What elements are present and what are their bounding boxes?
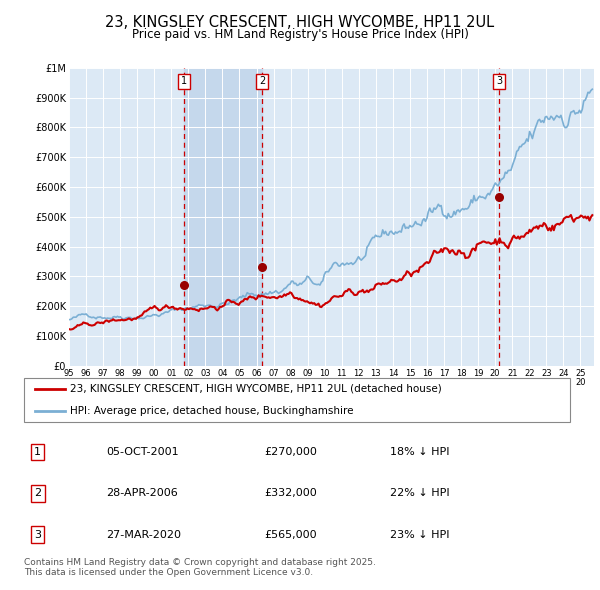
Text: 18% ↓ HPI: 18% ↓ HPI (390, 447, 449, 457)
Text: 23% ↓ HPI: 23% ↓ HPI (390, 530, 449, 539)
Text: 05-OCT-2001: 05-OCT-2001 (106, 447, 179, 457)
Text: 27-MAR-2020: 27-MAR-2020 (106, 530, 181, 539)
Text: 3: 3 (34, 530, 41, 539)
Text: 1: 1 (181, 76, 187, 86)
Bar (184, 68, 262, 366)
Text: 2: 2 (259, 76, 265, 86)
Text: 2: 2 (34, 489, 41, 498)
Text: 28-APR-2006: 28-APR-2006 (106, 489, 178, 498)
Text: 23, KINGSLEY CRESCENT, HIGH WYCOMBE, HP11 2UL: 23, KINGSLEY CRESCENT, HIGH WYCOMBE, HP1… (106, 15, 494, 30)
Text: 22% ↓ HPI: 22% ↓ HPI (390, 489, 449, 498)
Text: 1: 1 (34, 447, 41, 457)
Text: Price paid vs. HM Land Registry's House Price Index (HPI): Price paid vs. HM Land Registry's House … (131, 28, 469, 41)
Text: £270,000: £270,000 (264, 447, 317, 457)
Text: 3: 3 (496, 76, 502, 86)
Text: Contains HM Land Registry data © Crown copyright and database right 2025.
This d: Contains HM Land Registry data © Crown c… (24, 558, 376, 577)
Text: £332,000: £332,000 (264, 489, 317, 498)
Text: 23, KINGSLEY CRESCENT, HIGH WYCOMBE, HP11 2UL (detached house): 23, KINGSLEY CRESCENT, HIGH WYCOMBE, HP1… (70, 384, 442, 394)
Text: HPI: Average price, detached house, Buckinghamshire: HPI: Average price, detached house, Buck… (70, 406, 354, 416)
FancyBboxPatch shape (24, 378, 570, 422)
Text: £565,000: £565,000 (264, 530, 317, 539)
